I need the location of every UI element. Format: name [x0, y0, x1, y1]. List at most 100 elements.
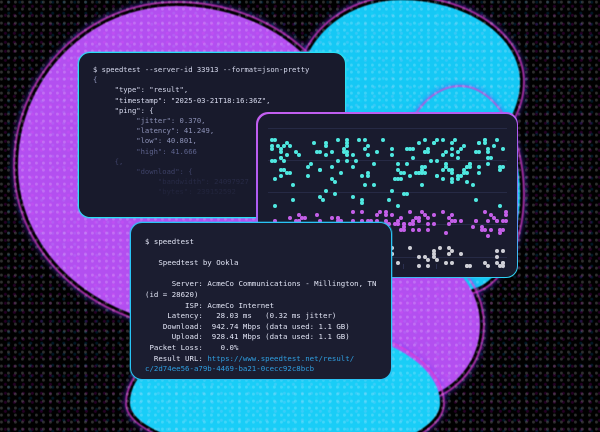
graph-dot-upload: [359, 218, 364, 223]
graph-dot-download: [362, 146, 367, 151]
graph-dot-download: [269, 146, 274, 151]
graph-dot-download: [467, 164, 472, 169]
graph-dot-upload: [374, 218, 379, 223]
row-value-isp: AcmeCo Internet: [207, 300, 275, 310]
graph-dot-upload: [410, 221, 415, 226]
graph-dot-upload: [296, 218, 301, 223]
graph-dot-upload: [383, 212, 388, 217]
graph-dot-download: [272, 203, 277, 208]
graph-dot-download: [278, 155, 283, 160]
graph-dot-download: [329, 164, 334, 169]
graph-dot-download: [440, 167, 445, 172]
graph-dot-ping: [500, 263, 505, 268]
graph-dot-download: [290, 197, 295, 202]
graph-dot-download: [455, 173, 460, 178]
graph-gridline: [267, 127, 507, 129]
graph-dot-download: [278, 173, 283, 178]
graph-dot-download: [329, 176, 334, 181]
graph-dot-upload: [485, 218, 490, 223]
graph-dot-upload: [392, 221, 397, 226]
graph-dot-upload: [383, 209, 388, 214]
graph-dot-download: [422, 170, 427, 175]
graph-dot-download: [419, 182, 424, 187]
graph-dot-download: [476, 149, 481, 154]
graph-dot-upload: [359, 209, 364, 214]
graph-dot-ping: [416, 254, 421, 259]
graph-dot-download: [404, 146, 409, 151]
graph-dot-upload: [431, 212, 436, 217]
graph-dot-upload: [302, 215, 307, 220]
graph-dot-upload: [449, 218, 454, 223]
graph-dot-download: [425, 146, 430, 151]
graph-dot-download: [365, 143, 370, 148]
graph-dot-upload: [440, 209, 445, 214]
graph-dot-download: [461, 143, 466, 148]
graph-dot-ping: [494, 254, 499, 259]
graph-dot-ping: [446, 245, 451, 250]
graph-dot-upload: [422, 212, 427, 217]
graph-dot-download: [323, 140, 328, 145]
graph-dot-download: [269, 158, 274, 163]
graph-dot-ping: [431, 248, 436, 253]
graph-dot-upload: [416, 227, 421, 232]
graph-dot-download: [281, 143, 286, 148]
graph-dot-upload: [407, 209, 412, 214]
json-line-3: "ping": {: [93, 105, 154, 115]
result-command: $ speedtest: [145, 237, 194, 246]
graph-dot-download: [269, 137, 274, 142]
graph-dot-download: [287, 143, 292, 148]
terminal-result-output[interactable]: $ speedtest Speedtest by Ookla Server: A…: [130, 222, 392, 380]
graph-dot-download: [410, 146, 415, 151]
graph-dot-upload: [407, 221, 412, 226]
graph-dot-download: [422, 164, 427, 169]
graph-dot-download: [356, 137, 361, 142]
graph-dot-download: [461, 167, 466, 172]
graph-dot-download: [362, 137, 367, 142]
graph-dot-upload: [419, 209, 424, 214]
graph-dot-download: [317, 149, 322, 154]
graph-dot-ping: [443, 260, 448, 265]
graph-dot-ping: [446, 251, 451, 256]
graph-dot-download: [389, 188, 394, 193]
graph-dot-download: [290, 182, 295, 187]
graph-dot-download: [425, 149, 430, 154]
graph-gridline: [267, 159, 507, 161]
graph-dot-upload: [425, 215, 430, 220]
graph-dot-download: [455, 155, 460, 160]
graph-dot-download: [329, 149, 334, 154]
row-value-server: AcmeCo Communications - Millington, TN: [207, 279, 377, 289]
graph-dot-download: [476, 140, 481, 145]
json-line-7: "high": 41.666: [93, 146, 197, 156]
graph-dot-download: [335, 158, 340, 163]
row-value-latency: 28.03 ms (0.32 ms jitter): [207, 311, 337, 321]
result-url-link-part2[interactable]: c/2d74ee56-a79b-4469-ba21-0cecc92c8bcb: [145, 364, 315, 374]
graph-dot-download: [464, 170, 469, 175]
graph-dot-upload: [473, 218, 478, 223]
json-line-4: "jitter": 0.370,: [93, 116, 206, 126]
graph-dot-upload: [431, 221, 436, 226]
graph-dot-upload: [383, 218, 388, 223]
graph-dot-download: [407, 146, 412, 151]
graph-dot-upload: [401, 227, 406, 232]
graph-dot-download: [401, 170, 406, 175]
graph-dot-upload: [482, 227, 487, 232]
graph-dot-download: [500, 146, 505, 151]
graph-dot-download: [278, 146, 283, 151]
graph-dot-download: [485, 149, 490, 154]
graph-dot-download: [395, 203, 400, 208]
graph-dot-download: [353, 158, 358, 163]
graph-dot-upload: [458, 218, 463, 223]
graph-dot-download: [344, 140, 349, 145]
row-label-packet-loss: Packet Loss:: [149, 342, 203, 352]
graph-dot-download: [374, 149, 379, 154]
row-label-isp: ISP:: [185, 300, 203, 310]
graph-dot-download: [500, 164, 505, 169]
graph-dot-upload: [395, 221, 400, 226]
graph-dot-download: [422, 137, 427, 142]
graph-dot-download: [401, 191, 406, 196]
row-value-upload: 928.41 Mbps (data used: 1.1 GB): [207, 332, 350, 342]
graph-dot-upload: [335, 218, 340, 223]
row-label-download: Download:: [162, 321, 203, 331]
graph-dot-download: [344, 158, 349, 163]
result-url-link-part1[interactable]: https://www.speedtest.net/result/: [207, 353, 355, 363]
